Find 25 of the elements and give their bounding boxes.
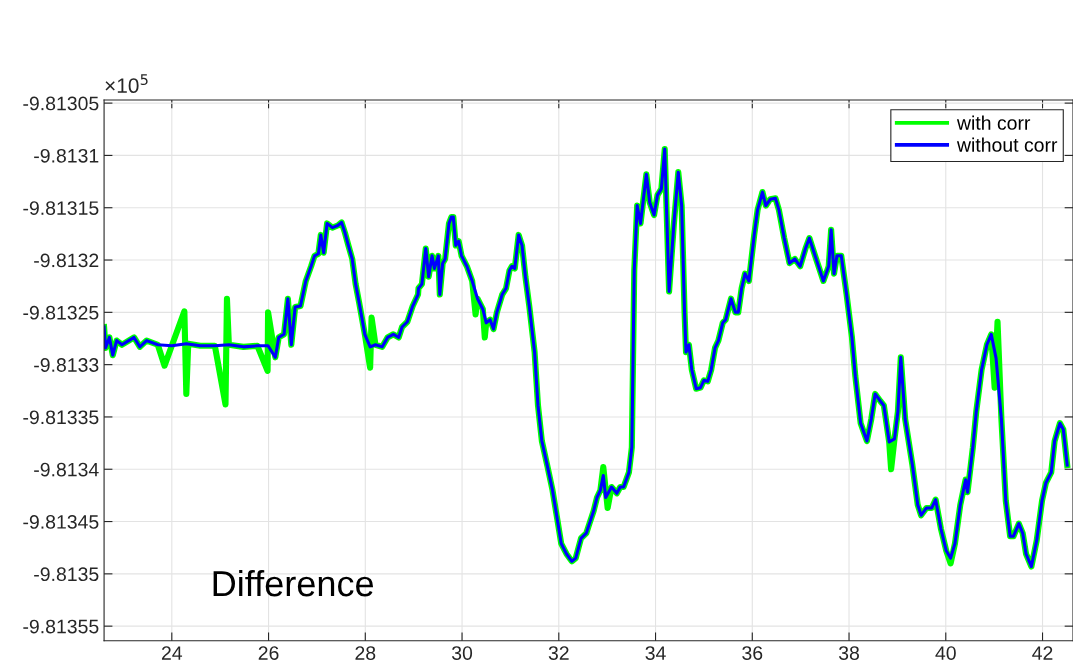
y-tick-label: -9.8134	[34, 462, 99, 477]
x-tick-label: 40	[935, 646, 956, 660]
x-tick-label: 26	[258, 646, 279, 660]
x-tick-label: 32	[548, 646, 569, 660]
y-tick-label: -9.81305	[23, 96, 99, 111]
y-tick-label: -9.81315	[23, 201, 99, 215]
y-tick-label: -9.8133	[34, 358, 99, 372]
y-tick-label: -9.81335	[23, 410, 99, 425]
x-tick-label: 30	[451, 646, 473, 660]
x-tick-label: 36	[742, 646, 763, 660]
y-tick-label: -9.8135	[34, 567, 99, 582]
y-tick-label: -9.8131	[34, 148, 99, 163]
x-tick-label: 38	[838, 646, 859, 660]
x-tick-label: 34	[645, 646, 666, 660]
legend-label: without corr	[956, 137, 1058, 152]
legend-label: with corr	[956, 115, 1031, 130]
text: ×10$^{5}$	[105, 74, 148, 94]
x-tick-label: 28	[355, 646, 376, 660]
y-tick-label: -9.81325	[23, 305, 99, 320]
x-tick-label: 24	[161, 646, 183, 660]
y-tick-label: -9.81355	[23, 619, 99, 634]
x-tick-label: 42	[1032, 646, 1053, 660]
annotation: Difference	[213, 569, 374, 597]
y-tick-label: -9.81345	[23, 515, 99, 529]
y-tick-label: -9.8132	[34, 253, 99, 268]
